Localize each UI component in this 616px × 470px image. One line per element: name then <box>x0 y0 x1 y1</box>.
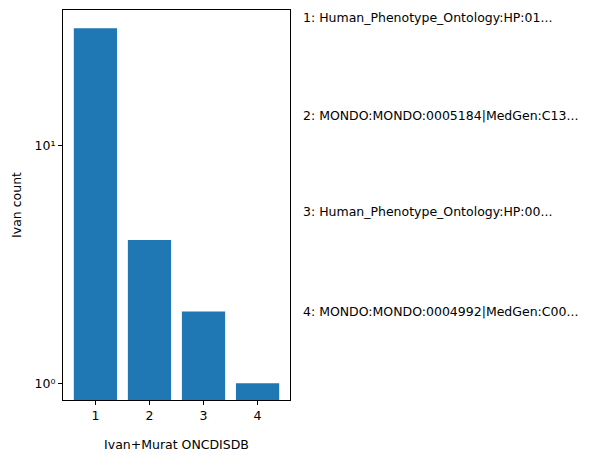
svg-text:3: Human_Phenotype_Ontology:HP: 3: Human_Phenotype_Ontology:HP:00... <box>303 204 552 219</box>
svg-text:4: MONDO:MONDO:0004992|MedGen:: 4: MONDO:MONDO:0004992|MedGen:C00... <box>303 304 578 319</box>
svg-text:10¹: 10¹ <box>35 138 56 153</box>
svg-text:Ivan+Murat ONCDISDB: Ivan+Murat ONCDISDB <box>104 437 249 452</box>
svg-text:2: 2 <box>146 408 154 423</box>
svg-text:1: 1 <box>91 408 99 423</box>
svg-text:3: 3 <box>200 408 208 423</box>
svg-text:Ivan count: Ivan count <box>9 172 24 238</box>
svg-text:1: Human_Phenotype_Ontology:HP: 1: Human_Phenotype_Ontology:HP:01... <box>303 10 552 25</box>
svg-text:4: 4 <box>254 408 262 423</box>
svg-text:10⁰: 10⁰ <box>35 376 56 391</box>
svg-text:2: MONDO:MONDO:0005184|MedGen:: 2: MONDO:MONDO:0005184|MedGen:C13... <box>303 108 578 123</box>
